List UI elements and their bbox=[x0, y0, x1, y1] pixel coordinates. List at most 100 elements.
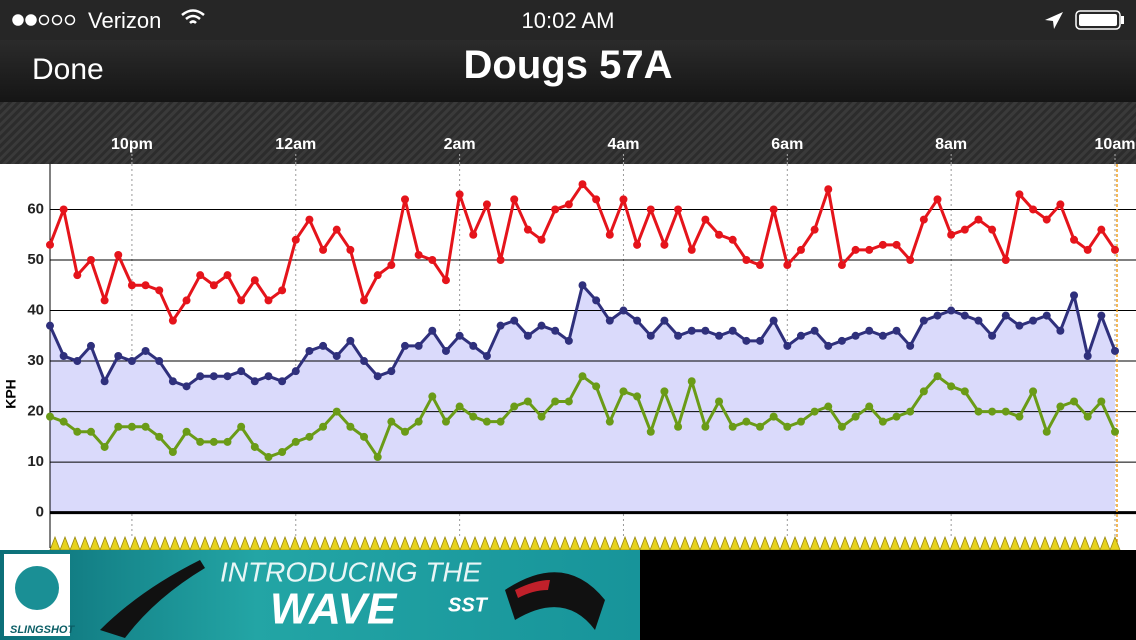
point bbox=[1015, 190, 1024, 199]
x-tick-label: 2am bbox=[444, 136, 476, 153]
point bbox=[73, 271, 82, 280]
point bbox=[332, 407, 341, 416]
point bbox=[428, 256, 437, 264]
point bbox=[155, 286, 164, 295]
point bbox=[919, 215, 928, 224]
point bbox=[837, 261, 846, 270]
point bbox=[756, 336, 764, 345]
point bbox=[401, 341, 409, 350]
point bbox=[46, 412, 54, 421]
point bbox=[988, 225, 997, 234]
point bbox=[469, 412, 478, 421]
point bbox=[387, 417, 396, 426]
point bbox=[1111, 346, 1119, 355]
point bbox=[319, 422, 328, 431]
point bbox=[523, 225, 532, 234]
point bbox=[592, 296, 601, 305]
point bbox=[455, 402, 464, 411]
point bbox=[496, 256, 505, 264]
point bbox=[796, 245, 805, 254]
point bbox=[796, 417, 805, 426]
point bbox=[674, 422, 683, 431]
point bbox=[687, 326, 696, 335]
point bbox=[401, 427, 409, 436]
point bbox=[278, 377, 287, 386]
point bbox=[264, 453, 273, 462]
point bbox=[250, 377, 259, 386]
point bbox=[291, 437, 300, 446]
point bbox=[196, 437, 205, 446]
y-tick-label: 40 bbox=[27, 301, 44, 318]
point bbox=[1001, 407, 1010, 416]
point bbox=[100, 442, 109, 451]
point bbox=[715, 331, 724, 340]
point bbox=[155, 357, 164, 366]
point bbox=[360, 296, 369, 305]
point bbox=[783, 261, 792, 270]
point bbox=[1070, 235, 1079, 244]
point bbox=[551, 397, 560, 406]
point bbox=[469, 230, 478, 239]
point bbox=[906, 407, 915, 416]
point bbox=[414, 250, 423, 259]
ad-banner[interactable]: SLINGSHOT INTRODUCING THE WAVE SST bbox=[0, 550, 640, 640]
point bbox=[510, 195, 519, 204]
point bbox=[141, 346, 150, 355]
point bbox=[851, 245, 860, 254]
point bbox=[701, 422, 710, 431]
y-tick-label: 50 bbox=[27, 251, 44, 268]
point bbox=[223, 437, 232, 446]
point bbox=[715, 230, 724, 239]
point bbox=[332, 352, 341, 360]
point bbox=[892, 412, 901, 421]
point bbox=[837, 422, 846, 431]
point bbox=[578, 372, 587, 381]
point bbox=[182, 382, 191, 391]
point bbox=[1001, 311, 1010, 320]
x-tick-label: 10am bbox=[1095, 136, 1136, 153]
point bbox=[715, 397, 724, 406]
point bbox=[701, 326, 710, 335]
point bbox=[373, 453, 382, 462]
point bbox=[674, 205, 683, 214]
point bbox=[592, 195, 601, 204]
point bbox=[114, 422, 123, 431]
point bbox=[551, 326, 560, 335]
point bbox=[209, 281, 218, 290]
point bbox=[1097, 225, 1106, 234]
nav-title: Dougs 57A bbox=[463, 43, 673, 87]
point bbox=[1056, 326, 1065, 335]
point bbox=[346, 422, 355, 431]
point bbox=[100, 296, 109, 305]
done-button[interactable]: Done bbox=[32, 53, 104, 86]
ad-product: WAVE bbox=[270, 585, 398, 634]
point bbox=[223, 271, 232, 280]
point bbox=[851, 412, 860, 421]
point bbox=[1070, 397, 1079, 406]
point bbox=[209, 437, 218, 446]
point bbox=[455, 331, 464, 340]
point bbox=[250, 276, 259, 285]
point bbox=[1097, 397, 1106, 406]
point bbox=[332, 225, 341, 234]
point bbox=[947, 306, 956, 315]
point bbox=[865, 245, 874, 254]
point bbox=[305, 346, 314, 355]
point bbox=[1042, 427, 1051, 436]
point bbox=[633, 316, 642, 325]
tide-strip bbox=[49, 535, 1121, 550]
point bbox=[237, 367, 246, 376]
point bbox=[769, 316, 778, 325]
brand: SLINGSHOT bbox=[10, 624, 75, 636]
point bbox=[182, 427, 191, 436]
point bbox=[1001, 256, 1010, 264]
point bbox=[960, 225, 969, 234]
point bbox=[810, 326, 819, 335]
status-icons bbox=[12, 9, 1124, 30]
kite bbox=[505, 572, 605, 630]
point bbox=[155, 432, 164, 441]
point bbox=[646, 205, 655, 214]
point bbox=[127, 422, 136, 431]
point bbox=[1015, 321, 1024, 330]
